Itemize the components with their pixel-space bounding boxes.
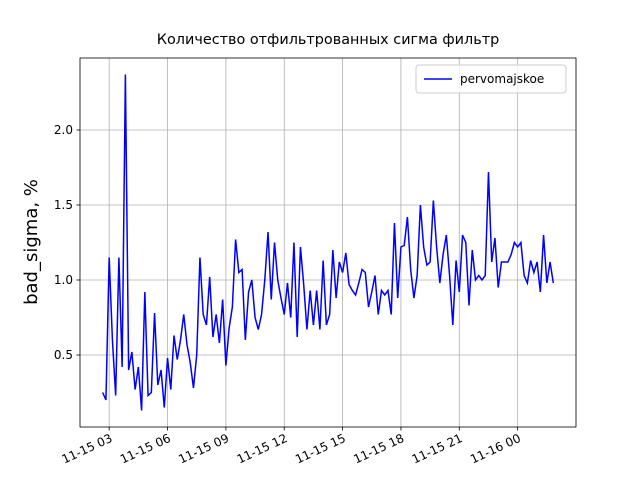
y-tick-label: 2.0 <box>54 123 73 137</box>
x-tick-label: 11-16 00 <box>468 431 523 466</box>
x-tick-label: 11-15 15 <box>293 431 348 466</box>
x-tick-label: 11-15 09 <box>176 431 231 466</box>
y-axis-label: bad_sigma, % <box>21 179 42 305</box>
plot-frame <box>79 57 577 428</box>
y-tick-label: 1.5 <box>54 198 73 212</box>
legend-box <box>415 64 567 94</box>
x-tick-label: 11-15 12 <box>235 431 290 466</box>
x-tick-label: 11-15 03 <box>60 431 115 466</box>
legend-label: pervomajskoe <box>460 72 544 86</box>
x-tick-label: 11-15 06 <box>118 431 173 466</box>
y-tick-label: 0.5 <box>54 348 73 362</box>
x-tick-label: 11-15 18 <box>351 431 406 466</box>
chart-title: Количество отфильтрованных сигма фильтр <box>157 32 499 48</box>
y-tick-label: 1.0 <box>54 273 73 287</box>
x-tick-label: 11-15 21 <box>410 431 465 466</box>
data-line <box>102 74 555 411</box>
